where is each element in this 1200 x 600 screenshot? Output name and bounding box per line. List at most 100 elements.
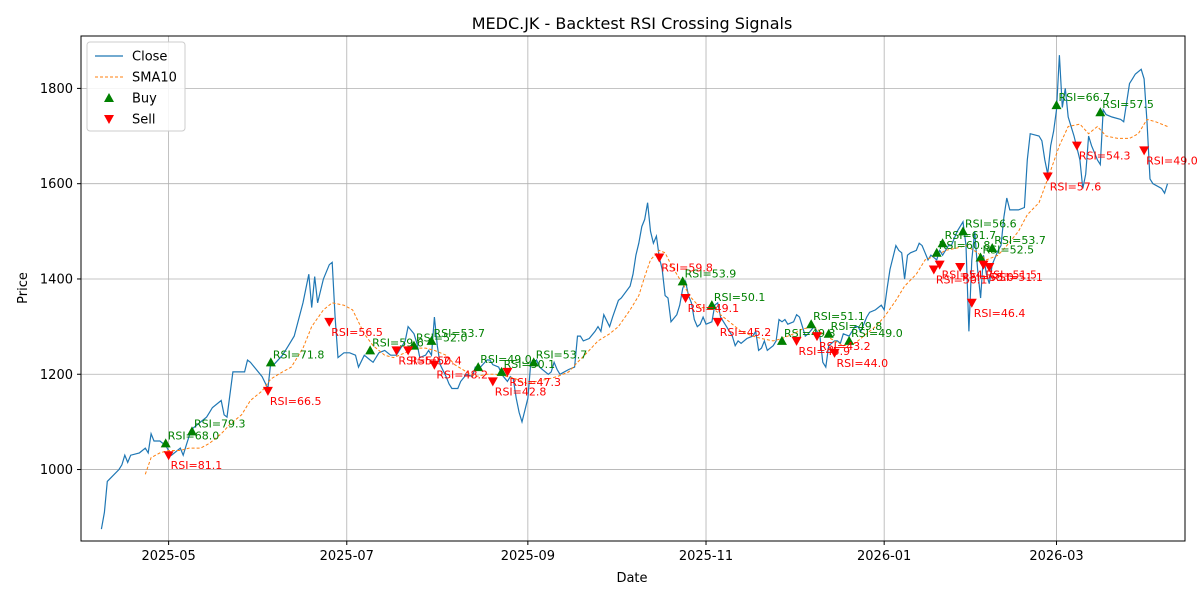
sell-marker	[966, 298, 977, 308]
sell-label: RSI=51.5	[985, 269, 1037, 282]
buy-label: RSI=53.7	[433, 327, 485, 340]
x-tick-label: 2025-05	[141, 549, 195, 564]
y-axis: 1000 1200 1400 1600 1800	[40, 82, 81, 478]
sell-label: RSI=54.7	[942, 269, 994, 282]
legend-swatch-sell	[104, 115, 114, 124]
x-axis: 2025-05 2025-07 2025-09 2025-11 2026-01 2026-…	[141, 541, 1084, 564]
sell-marker	[978, 260, 989, 270]
sell-label: RSI=49.1	[688, 302, 740, 315]
buy-label: RSI=53.7	[994, 234, 1046, 247]
buy-marker	[186, 426, 197, 436]
sell-label: RSI=54.3	[1079, 150, 1131, 163]
sell-marker	[680, 294, 691, 304]
sell-label: RSI=50.1	[936, 273, 988, 286]
sell-marker	[829, 348, 840, 358]
sell-marker	[487, 377, 498, 387]
chart-title: MEDC.JK - Backtest RSI Crossing Signals	[472, 14, 793, 33]
buy-label: RSI=79.3	[194, 417, 246, 430]
sell-label: RSI=51.1	[991, 271, 1043, 284]
y-tick-label: 1600	[40, 177, 73, 192]
buy-marker	[1095, 107, 1106, 117]
buy-marker	[528, 357, 539, 367]
buy-label: RSI=61.7	[945, 229, 997, 242]
buy-marker	[844, 335, 855, 345]
buy-marker	[975, 252, 986, 262]
legend-label: Buy	[132, 92, 157, 107]
buy-marker	[265, 357, 276, 367]
buy-marker	[365, 345, 376, 355]
sell-label: RSI=43.2	[819, 340, 871, 353]
sell-label: RSI=55.0	[962, 271, 1014, 284]
buy-marker	[706, 300, 717, 310]
buy-marker	[160, 438, 171, 448]
sell-marker	[403, 346, 414, 356]
buy-marker	[823, 328, 834, 338]
y-axis-label: Price	[16, 272, 31, 304]
buy-label: RSI=59.6	[372, 336, 424, 349]
sell-label: RSI=42.8	[495, 385, 547, 398]
legend-label: SMA10	[132, 71, 177, 86]
buy-label: RSI=66.7	[1058, 91, 1110, 104]
sell-marker	[1139, 146, 1150, 156]
sell-marker	[262, 386, 273, 396]
sell-label: RSI=48.2	[436, 369, 488, 382]
sell-marker	[928, 265, 939, 275]
buy-marker	[496, 366, 507, 376]
sell-label: RSI=66.5	[270, 395, 322, 408]
sell-label: RSI=44.0	[837, 357, 889, 370]
buy-label: RSI=49.8	[831, 320, 883, 333]
sell-marker	[1071, 141, 1082, 151]
buy-label: RSI=51.1	[813, 310, 865, 323]
buy-marker	[776, 335, 787, 345]
sell-label: RSI=45.2	[720, 326, 772, 339]
buy-marker	[937, 238, 948, 248]
sell-marker	[163, 451, 174, 461]
buy-label: RSI=68.0	[168, 429, 220, 442]
buy-label: RSI=56.6	[965, 217, 1017, 230]
buy-label: RSI=50.1	[714, 291, 766, 304]
buy-marker	[473, 362, 484, 372]
buy-label: RSI=49.3	[784, 327, 836, 340]
series-line-close	[100, 55, 1169, 530]
legend-label: Sell	[132, 113, 155, 128]
grid	[81, 36, 1185, 541]
x-tick-label: 2025-07	[320, 549, 374, 564]
sell-label: RSI=81.1	[171, 459, 223, 472]
sell-marker	[654, 253, 665, 263]
buy-marker	[677, 276, 688, 286]
buy-marker	[958, 226, 969, 236]
buy-marker	[931, 247, 942, 257]
sell-marker	[324, 317, 335, 327]
sell-marker	[712, 317, 723, 327]
sell-label: RSI=46.4	[974, 307, 1026, 320]
sell-label: RSI=59.8	[661, 262, 713, 275]
y-tick-label: 1800	[40, 82, 73, 97]
plot-area: RSI=68.0RSI=79.3RSI=71.8RSI=59.6RSI=52.0…	[100, 55, 1198, 530]
x-tick-label: 2026-03	[1029, 549, 1083, 564]
y-tick-label: 1400	[40, 272, 73, 287]
sell-marker	[502, 367, 513, 377]
sell-marker	[791, 336, 802, 346]
sell-marker	[934, 260, 945, 270]
x-axis-label: Date	[616, 571, 647, 586]
sell-label: RSI=45.9	[799, 345, 851, 358]
sell-marker	[955, 263, 966, 273]
x-tick-label: 2026-01	[857, 549, 911, 564]
buy-label: RSI=49.0	[480, 353, 532, 366]
sell-label: RSI=47.3	[509, 376, 561, 389]
sell-marker	[1042, 172, 1053, 182]
legend-label: Close	[132, 50, 167, 65]
legend-swatch-buy	[104, 93, 114, 102]
buy-label: RSI=71.8	[273, 348, 325, 361]
sell-marker	[812, 332, 822, 342]
sell-marker	[429, 360, 440, 370]
buy-label: RSI=57.5	[1102, 98, 1154, 111]
sell-label: RSI=49.0	[1146, 154, 1198, 167]
buy-label: RSI=53.9	[685, 267, 737, 280]
buy-label: RSI=60.8	[939, 239, 991, 252]
series-line-sma10	[144, 118, 1168, 475]
sell-label: RSI=57.6	[1050, 181, 1102, 194]
buy-label: RSI=53.7	[536, 348, 588, 361]
